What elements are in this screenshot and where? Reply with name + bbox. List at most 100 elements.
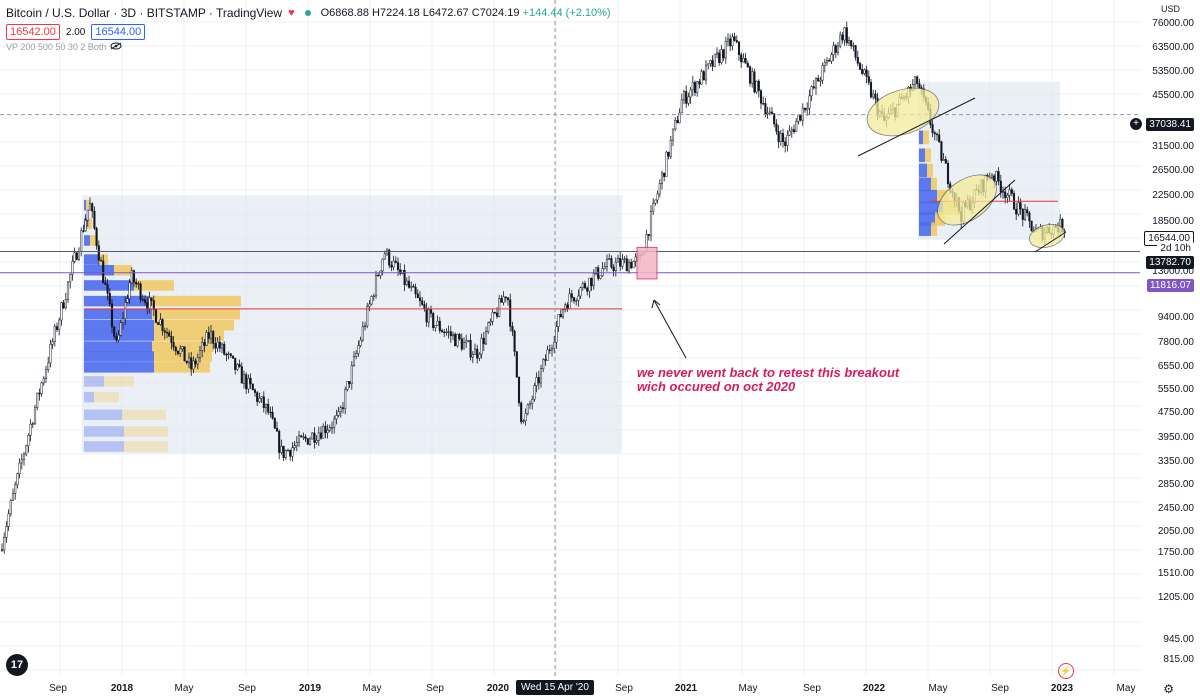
candle-body — [302, 436, 305, 438]
candle-body — [509, 299, 512, 327]
vp-bar-volume-down — [94, 391, 119, 403]
candle-body — [839, 34, 842, 47]
candle-body — [775, 123, 778, 132]
candle-body — [196, 357, 199, 365]
lightning-icon[interactable]: ⚡ — [1058, 663, 1074, 679]
favorite-heart-icon[interactable]: ♥ — [288, 7, 295, 19]
candle-body — [753, 71, 756, 93]
currency-label[interactable]: USD — [1160, 4, 1180, 14]
candle-body — [126, 298, 129, 303]
candle-body — [718, 52, 721, 63]
candle-body — [520, 402, 523, 423]
candle-body — [704, 64, 708, 81]
candle-body — [447, 331, 450, 333]
chart-header: Bitcoin / U.S. Dollar · 3D · BITSTAMP · … — [6, 6, 611, 20]
trendline — [943, 179, 1016, 245]
time-axis-label: 2018 — [110, 683, 134, 694]
indicator-legend[interactable]: VP 200 500 50 30 2 Both — [6, 42, 122, 52]
candle-body — [212, 331, 215, 344]
candle-body — [399, 269, 402, 274]
candle-body — [135, 281, 138, 285]
candle-body — [425, 308, 428, 323]
candle-body — [161, 319, 164, 332]
candle-body — [260, 396, 263, 399]
candle-body — [830, 54, 833, 62]
pattern-ellipse — [866, 87, 940, 137]
breakout-box — [636, 246, 658, 280]
candle-body — [495, 312, 499, 317]
change-value: +144.44 (+2.10%) — [522, 7, 611, 19]
candle-body — [427, 309, 430, 323]
vp-bar-volume-down — [154, 330, 224, 341]
candle-body — [322, 425, 325, 439]
candle-body — [810, 86, 813, 97]
time-axis-label: May — [174, 683, 194, 694]
price-axis-label: 3950.00 — [1157, 432, 1194, 443]
trendline — [857, 97, 976, 157]
candle-body — [995, 171, 998, 182]
add-alert-plus-icon[interactable]: + — [1130, 118, 1142, 130]
hide-eye-icon[interactable] — [110, 42, 122, 52]
candle-body — [583, 283, 587, 289]
candle-body — [634, 256, 637, 262]
candle-body — [214, 343, 217, 349]
candle-body — [106, 284, 109, 294]
chart-annotation[interactable]: we never went back to retest this breako… — [637, 366, 899, 394]
tradingview-logo-icon[interactable]: 17 — [6, 654, 28, 676]
candle-body — [14, 484, 17, 494]
candle-body — [99, 260, 103, 262]
candle-body — [784, 141, 787, 146]
candle-body — [724, 40, 727, 59]
candle-body — [264, 403, 268, 409]
vp-bar-volume-down — [923, 130, 929, 145]
vp-bar-volume-down — [124, 426, 168, 437]
candle-body — [537, 377, 540, 384]
candle-body — [3, 537, 6, 551]
candle-body — [410, 285, 413, 288]
vp-bar-volume-up — [84, 295, 149, 307]
candle-body — [363, 325, 367, 328]
candle-body — [190, 357, 193, 370]
candle-body — [713, 53, 716, 67]
candle-body — [658, 183, 661, 195]
symbol-title[interactable]: Bitcoin / U.S. Dollar · 3D · BITSTAMP · … — [6, 6, 283, 20]
candle-body — [357, 345, 360, 354]
buy-button[interactable]: 16544.00 — [91, 24, 146, 40]
vp-bar-volume-down — [149, 295, 241, 307]
candle-body — [733, 36, 736, 41]
candle-body — [451, 334, 455, 337]
candle-body — [1008, 189, 1011, 196]
candle-body — [146, 302, 149, 309]
vp-bar-volume-down — [925, 148, 931, 163]
candle-body — [465, 340, 468, 343]
candle-body — [440, 330, 444, 333]
candle-body — [119, 322, 122, 336]
candle-body — [517, 376, 521, 404]
vp-bar-volume-down — [134, 280, 174, 291]
gear-icon[interactable]: ⚙ — [1163, 682, 1174, 696]
candle-body — [797, 114, 800, 122]
time-axis-label: Sep — [803, 683, 821, 694]
candle-body — [69, 274, 72, 283]
candle-body — [781, 133, 785, 142]
vp-bar-volume-down — [931, 177, 937, 192]
candle-body — [394, 260, 397, 263]
sell-button[interactable]: 16542.00 — [6, 24, 60, 40]
candle-body — [502, 296, 505, 303]
candle-body — [286, 449, 290, 452]
candle-body — [436, 320, 439, 326]
candle-body — [799, 114, 802, 121]
candle-body — [467, 340, 470, 342]
candle-body — [60, 302, 63, 321]
candle-body — [834, 45, 837, 53]
candle-body — [762, 103, 765, 105]
candle-body — [141, 299, 144, 301]
candle-body — [709, 60, 712, 65]
candle-body — [828, 60, 831, 62]
vp-bar-volume-up — [919, 189, 937, 204]
candle-body — [282, 445, 285, 458]
high-value: H7224.18 — [372, 7, 420, 19]
candle-body — [143, 299, 147, 303]
candle-body — [278, 431, 281, 453]
